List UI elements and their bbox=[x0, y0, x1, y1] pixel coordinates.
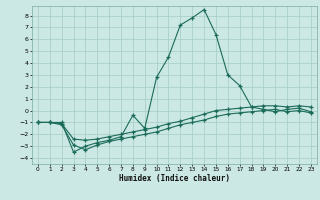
X-axis label: Humidex (Indice chaleur): Humidex (Indice chaleur) bbox=[119, 174, 230, 183]
